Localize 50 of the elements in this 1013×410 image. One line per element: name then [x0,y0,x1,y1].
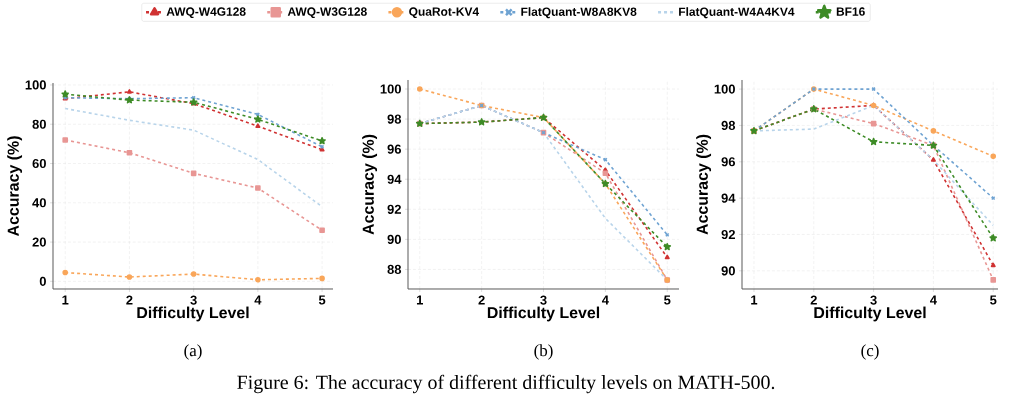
legend-label: QuaRot-KV4 [409,7,480,19]
y-axis-title: Accuracy (%) [696,134,712,235]
y-tick-label: 40 [32,198,46,208]
y-tick-label: 96 [721,157,736,167]
x-tick-label: 1 [416,295,423,305]
x-tick-label: 4 [254,295,262,305]
y-tick-label: 92 [721,229,735,240]
text: (c) [861,344,879,360]
y-tick-label: 90 [721,266,735,276]
x-axis-title: Difficulty Level [487,306,600,322]
legend-label: FlatQuant-W8A8KV8 [521,7,637,19]
y-axis-title: Accuracy (%) [7,136,23,237]
y-tick-label: 90 [387,234,401,244]
y-tick-label: 100 [25,80,46,90]
y-tick-label: 92 [387,204,401,214]
y-tick-label: 0 [39,276,46,286]
x-axis-title: Difficulty Level [137,306,249,322]
x-tick-label: 5 [318,295,326,305]
y-tick-label: 88 [387,264,402,275]
caption: Figure 6: The accuracy of different difficulty levels on MATH-500. [237,374,775,394]
y-tick-label: 98 [721,120,736,131]
y-tick-label: 94 [721,193,736,203]
x-tick-label: 3 [190,295,197,305]
y-tick-label: 96 [387,144,402,154]
x-tick-label: 4 [601,295,609,305]
legend-label: BF16 [836,7,865,16]
y-tick-label: 100 [714,84,735,94]
x-tick-label: 1 [751,295,758,305]
x-tick-label: 2 [810,295,817,305]
x-axis-title: Difficulty Level [814,306,926,322]
x-tick-label: 5 [990,295,997,305]
legend-label: AWQ-W3G128 [287,7,367,19]
legend-label: FlatQuant-W4A4KV4 [679,7,795,19]
x-tick-label: 4 [930,295,937,305]
y-tick-label: 80 [32,119,46,129]
y-tick-label: 60 [32,158,46,169]
x-tick-label: 2 [126,295,133,305]
legend-label: AWQ-W4G128 [166,7,246,19]
text: (b) [534,344,553,360]
y-tick-label: 20 [32,237,46,247]
x-tick-label: 1 [62,295,69,305]
x-tick-label: 2 [478,295,485,305]
x-tick-label: 3 [870,295,877,305]
text: (a) [184,344,202,360]
x-tick-label: 3 [540,295,547,305]
x-tick-label: 5 [664,295,671,305]
y-tick-label: 100 [380,84,401,94]
y-tick-label: 98 [387,114,402,124]
y-tick-label: 94 [387,174,402,184]
y-axis-title: Accuracy (%) [362,134,378,235]
